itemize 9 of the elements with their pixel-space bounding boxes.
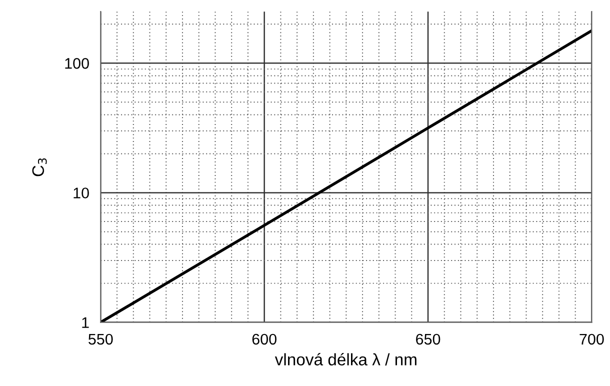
y-tick-label: 10: [74, 188, 89, 198]
x-axis-title: vlnová délka λ / nm: [274, 353, 416, 366]
y-tick-label: 100: [65, 58, 89, 69]
x-tick-label: 550: [88, 334, 113, 345]
x-tick-label: 600: [252, 334, 276, 345]
y-tick-label: 1: [82, 317, 89, 328]
x-tick-label: 650: [416, 334, 440, 345]
x-tick-label: 700: [580, 334, 604, 345]
y-axis-title: C$_{3}$: [32, 158, 47, 176]
